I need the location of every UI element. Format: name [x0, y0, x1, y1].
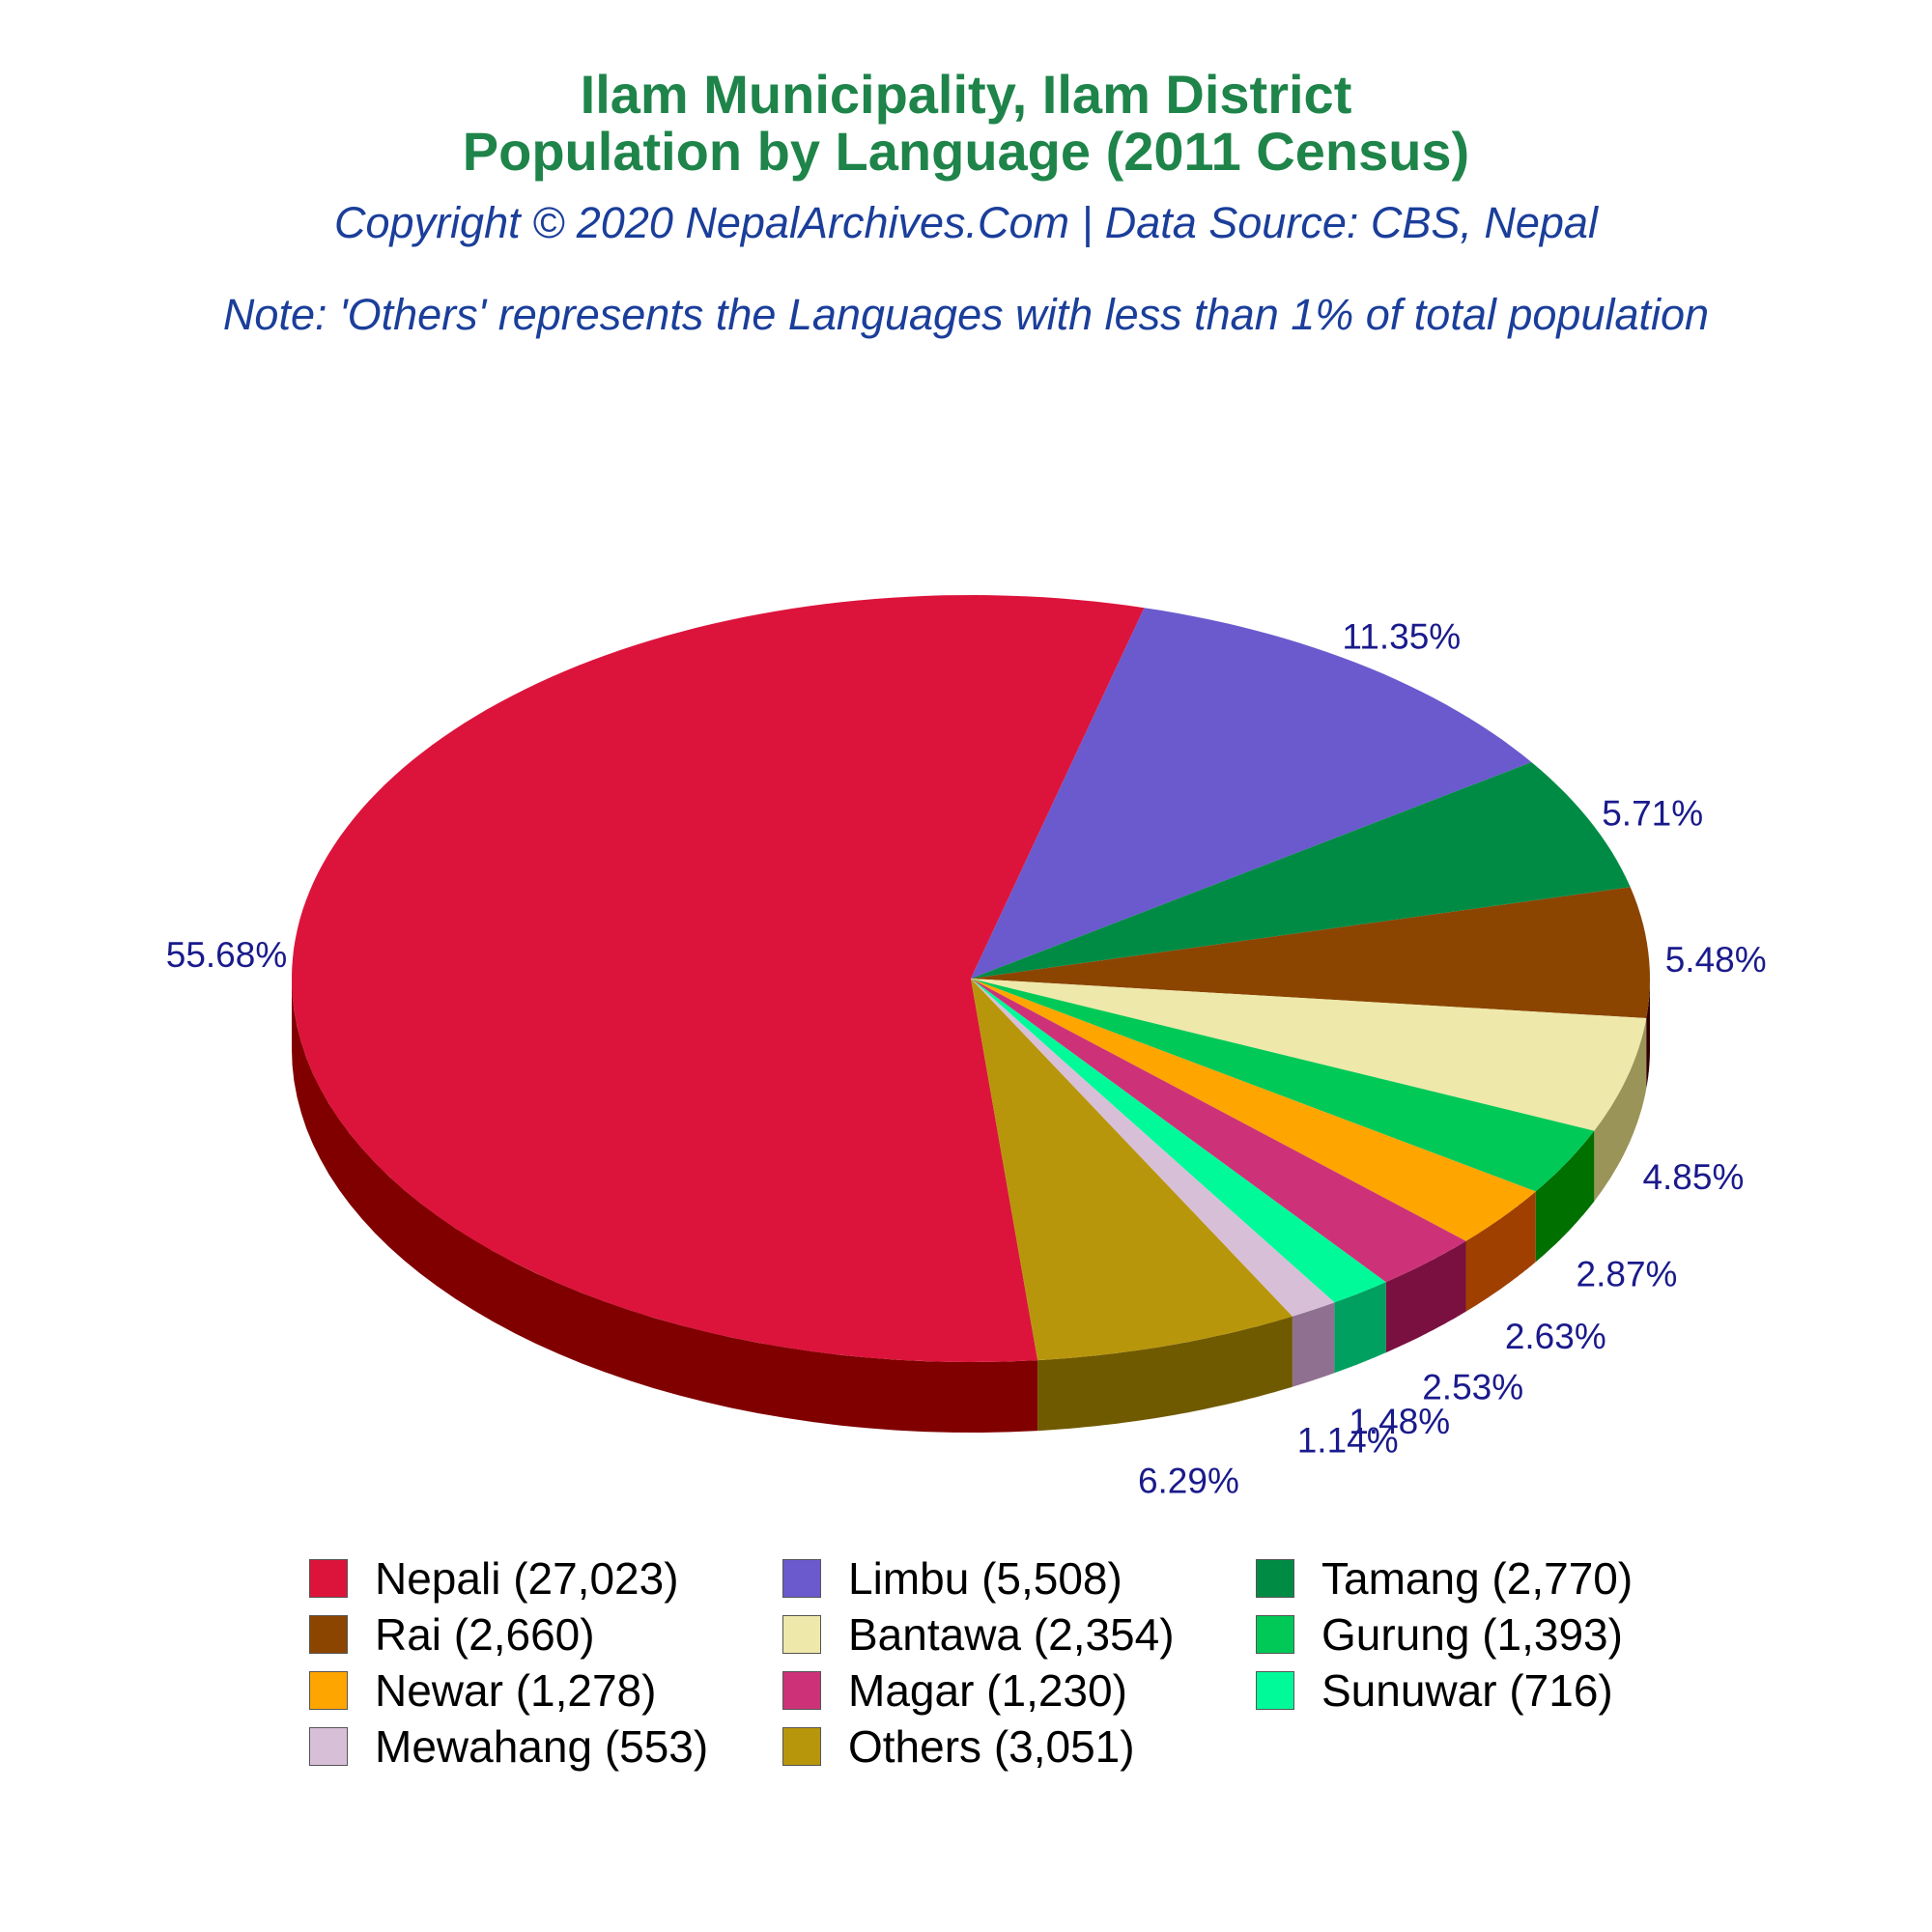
- legend-label: Newar (1,278): [375, 1665, 657, 1716]
- pie-slice-9[interactable]: [971, 979, 1335, 1317]
- legend-swatch: [782, 1615, 821, 1654]
- pie-slice-6[interactable]: [971, 979, 1536, 1241]
- pct-label-0: 55.68%: [166, 935, 288, 975]
- legend-label: Magar (1,230): [848, 1665, 1127, 1716]
- legend-swatch: [309, 1727, 348, 1766]
- legend-label: Nepali (27,023): [375, 1553, 679, 1604]
- pct-label-4: 4.85%: [1642, 1157, 1744, 1197]
- legend-item[interactable]: Limbu (5,508): [782, 1553, 1256, 1604]
- legend-item[interactable]: Bantawa (2,354): [782, 1609, 1256, 1660]
- legend-item[interactable]: Tamang (2,770): [1256, 1553, 1719, 1604]
- pie-slice-4[interactable]: [971, 979, 1647, 1131]
- legend-swatch: [1256, 1559, 1294, 1598]
- pie-slice-8[interactable]: [971, 979, 1386, 1303]
- chart-subtitle: Population by Language (2011 Census): [462, 121, 1470, 182]
- legend-label: Tamang (2,770): [1321, 1553, 1634, 1604]
- pct-label-3: 5.48%: [1665, 940, 1767, 980]
- pie-side-4: [1594, 1018, 1647, 1202]
- pie-side-6: [1465, 1191, 1536, 1312]
- pie-side-8: [1334, 1282, 1386, 1374]
- legend-label: Mewahang (553): [375, 1721, 709, 1772]
- pie-side-0: [292, 979, 1038, 1433]
- legend-label: Bantawa (2,354): [848, 1609, 1175, 1660]
- legend-item[interactable]: Rai (2,660): [309, 1609, 782, 1660]
- pie-slice-10[interactable]: [971, 979, 1293, 1361]
- legend-item[interactable]: Newar (1,278): [309, 1665, 782, 1716]
- legend-swatch: [782, 1727, 821, 1766]
- pie-side-9: [1292, 1302, 1335, 1387]
- pie-slice-5[interactable]: [971, 979, 1595, 1192]
- pie-slice-7[interactable]: [971, 979, 1466, 1283]
- legend-item[interactable]: Sunuwar (716): [1256, 1665, 1719, 1716]
- legend-swatch: [782, 1559, 821, 1598]
- pie-side-5: [1535, 1130, 1595, 1263]
- pct-label-6: 2.63%: [1505, 1317, 1606, 1356]
- legend: Nepali (27,023) Limbu (5,508) Tamang (2,77…: [309, 1553, 1719, 1772]
- pie-sides: [292, 979, 1650, 1433]
- pct-label-9: 1.14%: [1297, 1421, 1399, 1461]
- legend-swatch: [1256, 1615, 1294, 1654]
- pct-label-2: 5.71%: [1602, 793, 1703, 833]
- legend-swatch: [309, 1671, 348, 1710]
- legend-label: Sunuwar (716): [1321, 1665, 1613, 1716]
- legend-item[interactable]: Nepali (27,023): [309, 1553, 782, 1604]
- legend-item[interactable]: Magar (1,230): [782, 1665, 1256, 1716]
- legend-label: Limbu (5,508): [848, 1553, 1122, 1604]
- legend-label: Gurung (1,393): [1321, 1609, 1623, 1660]
- pie-slice-2[interactable]: [971, 762, 1631, 979]
- pct-label-1: 11.35%: [1342, 617, 1461, 657]
- pie-slices: [292, 595, 1650, 1362]
- pct-label-10: 6.29%: [1138, 1461, 1239, 1500]
- pie-slice-0[interactable]: [292, 595, 1145, 1362]
- pie-side-10: [1037, 1316, 1293, 1432]
- pie-slice-1[interactable]: [971, 608, 1532, 979]
- chart-title: Ilam Municipality, Ilam District: [580, 64, 1352, 125]
- chart-credit: Copyright © 2020 NepalArchives.Com | Dat…: [334, 198, 1598, 247]
- legend-swatch: [1256, 1671, 1294, 1710]
- pct-label-8: 1.48%: [1349, 1402, 1450, 1441]
- legend-label: Others (3,051): [848, 1721, 1135, 1772]
- chart-note: Note: 'Others' represents the Languages …: [222, 290, 1710, 339]
- legend-swatch: [309, 1615, 348, 1654]
- legend-swatch: [782, 1671, 821, 1710]
- pct-label-7: 2.53%: [1422, 1368, 1523, 1407]
- pie-slice-3[interactable]: [971, 887, 1650, 1018]
- legend-swatch: [309, 1559, 348, 1598]
- legend-item[interactable]: Mewahang (553): [309, 1721, 782, 1772]
- pie-side-7: [1385, 1240, 1466, 1353]
- percent-labels: 55.68% 11.35% 5.71% 5.48% 4.85% 2.87% 2.63% 2.5…: [166, 617, 1767, 1501]
- legend-item[interactable]: Gurung (1,393): [1256, 1609, 1719, 1660]
- pie-side-3: [1646, 979, 1650, 1089]
- pct-label-5: 2.87%: [1577, 1254, 1678, 1293]
- legend-label: Rai (2,660): [375, 1609, 595, 1660]
- legend-item[interactable]: Others (3,051): [782, 1721, 1256, 1772]
